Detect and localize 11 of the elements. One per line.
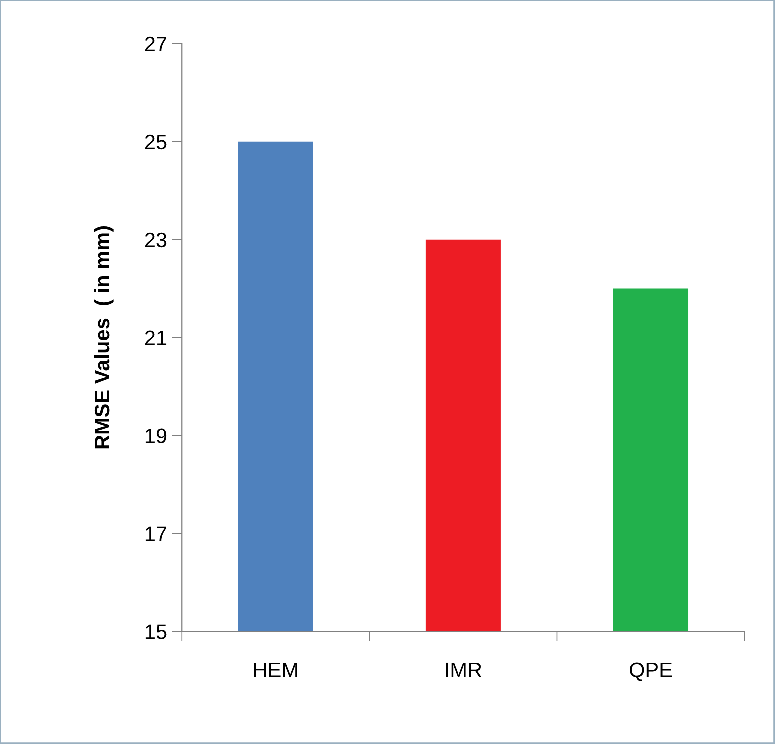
- y-tick-label: 21: [145, 330, 167, 346]
- y-tick-label: 23: [145, 232, 167, 248]
- y-tick-label: 17: [146, 526, 166, 542]
- x-tick-label: QPE: [630, 662, 672, 682]
- y-axis-title: RMSE Values ( in mm): [94, 226, 114, 449]
- x-tick-label: HEM: [254, 662, 298, 678]
- x-tick-label: IMR: [446, 662, 482, 678]
- y-tick-label: 15: [146, 624, 167, 640]
- y-tick-label: 27: [145, 36, 166, 52]
- y-tick-label: 19: [146, 428, 167, 444]
- y-tick-label: 25: [145, 134, 167, 150]
